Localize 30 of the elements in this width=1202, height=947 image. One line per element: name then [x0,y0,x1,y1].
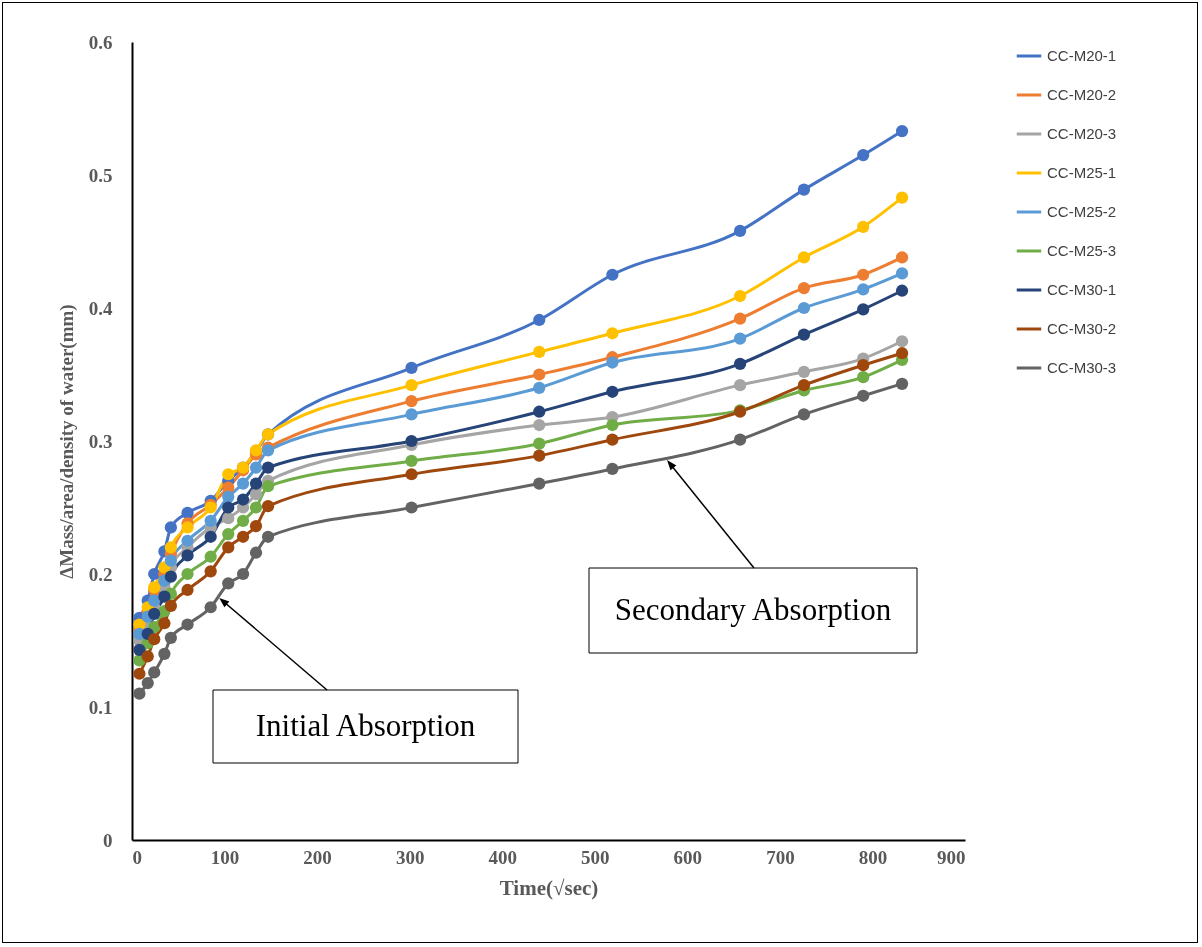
legend-label: CC-M20-2 [1047,86,1117,103]
y-tick-label: 0.4 [88,297,113,319]
legend-label: CC-M20-1 [1047,47,1117,64]
legend-label: CC-M25-3 [1047,242,1117,259]
x-tick-label: 300 [395,846,425,868]
y-tick-label: 0.3 [88,430,113,452]
legend-label: CC-M30-2 [1047,320,1117,337]
y-tick-label: 0.1 [88,696,113,718]
legend-label: CC-M30-3 [1047,359,1117,376]
y-tick-label: 0.2 [88,563,113,585]
y-axis-title: ΔMass/area/density of water(mm) [55,304,78,579]
annotation: Secondary Absorption [614,591,892,627]
legend-label: CC-M25-1 [1047,164,1117,181]
legend-label: CC-M30-1 [1047,281,1117,298]
x-tick-label: 900 [937,846,966,868]
x-tick-label: 200 [303,846,332,868]
x-tick-label: 500 [581,846,610,868]
y-tick-label: 0.6 [88,31,113,53]
x-tick-label: 400 [488,846,517,868]
annotation: Initial Absorption [255,707,476,743]
legend-label: CC-M20-3 [1047,125,1117,142]
legend-label: CC-M25-2 [1047,203,1117,220]
y-tick-label: 0 [103,829,113,851]
x-axis-title: Time(√sec) [499,875,599,900]
x-tick-label: 700 [766,846,795,868]
y-tick-label: 0.5 [88,164,113,186]
x-tick-label: 0 [132,846,142,868]
x-tick-label: 100 [210,846,240,868]
x-tick-label: 800 [858,846,888,868]
x-tick-label: 600 [673,846,703,868]
